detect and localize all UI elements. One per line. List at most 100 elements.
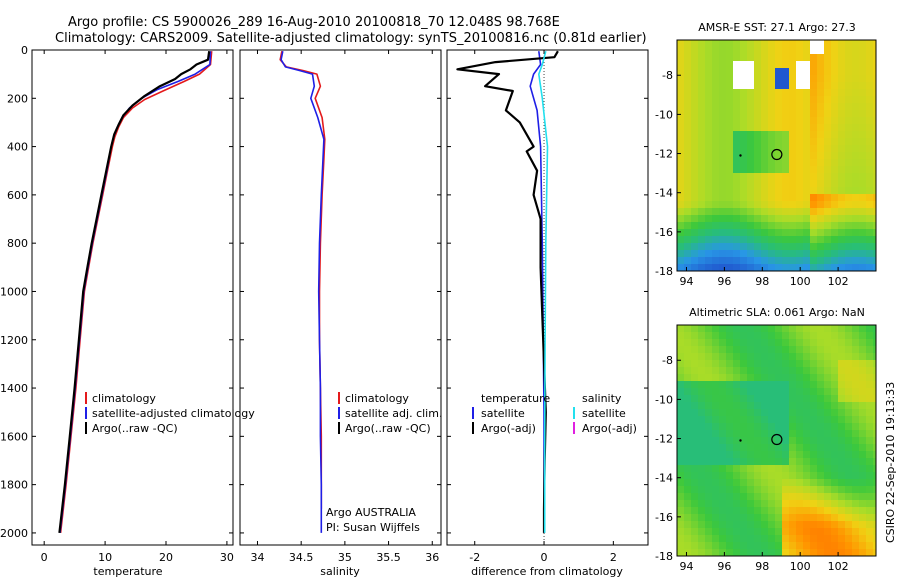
heatmap-cell: [866, 360, 873, 367]
heatmap-cell: [775, 208, 782, 215]
heatmap-cell: [754, 215, 761, 222]
heatmap-cell: [677, 458, 684, 465]
heatmap-cell: [824, 173, 831, 180]
heatmap-cell: [866, 437, 873, 444]
heatmap-cell: [775, 124, 782, 131]
heatmap-cell: [684, 243, 691, 250]
heatmap-cell: [803, 89, 810, 96]
heatmap-cell: [775, 325, 782, 332]
heatmap-cell: [726, 54, 733, 61]
heatmap-cell: [838, 96, 845, 103]
heatmap-cell: [845, 493, 852, 500]
heatmap-cell: [796, 131, 803, 138]
heatmap-cell: [733, 514, 740, 521]
heatmap-cell: [754, 75, 761, 82]
heatmap-cell: [873, 47, 876, 54]
heatmap-cell: [838, 40, 845, 47]
heatmap-cell: [859, 68, 866, 75]
heatmap-cell: [726, 47, 733, 54]
heatmap-cell: [684, 145, 691, 152]
heatmap-cell: [684, 444, 691, 451]
heatmap-cell: [726, 360, 733, 367]
heatmap-cell: [824, 332, 831, 339]
heatmap-cell: [691, 395, 698, 402]
heatmap-cell: [712, 535, 719, 542]
heatmap-cell: [698, 40, 705, 47]
heatmap-cell: [684, 472, 691, 479]
heatmap-cell: [873, 388, 876, 395]
heatmap-cell: [698, 236, 705, 243]
heatmap-cell: [705, 124, 712, 131]
heatmap-cell: [775, 145, 782, 152]
heatmap-cell: [810, 423, 817, 430]
heatmap-cell: [733, 493, 740, 500]
heatmap-cell: [698, 346, 705, 353]
heatmap-cell: [866, 346, 873, 353]
heatmap-cell: [733, 437, 740, 444]
heatmap-cell: [684, 194, 691, 201]
heatmap-cell: [712, 360, 719, 367]
heatmap-cell: [831, 353, 838, 360]
heatmap-cell: [789, 124, 796, 131]
heatmap-cell: [775, 367, 782, 374]
heatmap-cell: [873, 444, 876, 451]
heatmap-cell: [789, 486, 796, 493]
heatmap-cell: [824, 353, 831, 360]
heatmap-cell: [831, 500, 838, 507]
heatmap-cell: [747, 138, 754, 145]
heatmap-cell: [768, 103, 775, 110]
heatmap-cell: [873, 332, 876, 339]
heatmap-cell: [726, 89, 733, 96]
heatmap-cell: [768, 395, 775, 402]
heatmap-cell: [677, 535, 684, 542]
heatmap-cell: [873, 549, 876, 556]
heatmap-cell: [733, 103, 740, 110]
heatmap-cell: [775, 500, 782, 507]
salinity-ticks: 34 34.5 35 35.5 36: [240, 49, 441, 564]
heatmap-cell: [810, 194, 817, 201]
heatmap-cell: [712, 229, 719, 236]
heatmap-cell: [873, 381, 876, 388]
heatmap-cell: [768, 68, 775, 75]
heatmap-cell: [782, 131, 789, 138]
sla-map-ticks: 94 96 98 100 102-8-10-12-14-16-18: [655, 354, 849, 573]
heatmap-cell: [810, 360, 817, 367]
heatmap-cell: [768, 110, 775, 117]
heatmap-cell: [810, 236, 817, 243]
heatmap-cell: [691, 131, 698, 138]
heatmap-cell: [691, 82, 698, 89]
heatmap-cell: [726, 346, 733, 353]
heatmap-cell: [740, 173, 747, 180]
heatmap-cell: [747, 374, 754, 381]
heatmap-cell: [817, 535, 824, 542]
heatmap-cell: [859, 159, 866, 166]
heatmap-cell: [677, 103, 684, 110]
heatmap-cell: [817, 250, 824, 257]
heatmap-cell: [852, 250, 859, 257]
heatmap-cell: [691, 194, 698, 201]
heatmap-cell: [761, 395, 768, 402]
heatmap-cell: [824, 444, 831, 451]
heatmap-cell: [733, 367, 740, 374]
heatmap-cell: [705, 82, 712, 89]
heatmap-cell: [782, 500, 789, 507]
heatmap-cell: [740, 395, 747, 402]
heatmap-cell: [726, 145, 733, 152]
heatmap-cell: [831, 82, 838, 89]
heatmap-cell: [824, 409, 831, 416]
heatmap-cell: [698, 416, 705, 423]
heatmap-cell: [796, 68, 803, 75]
heatmap-cell: [768, 208, 775, 215]
heatmap-cell: [852, 152, 859, 159]
heatmap-cell: [831, 325, 838, 332]
heatmap-cell: [747, 325, 754, 332]
heatmap-cell: [726, 61, 733, 68]
heatmap-cell: [852, 208, 859, 215]
heatmap-cell: [775, 229, 782, 236]
heatmap-cell: [796, 201, 803, 208]
heatmap-cell: [866, 201, 873, 208]
heatmap-cell: [845, 61, 852, 68]
heatmap-cell: [789, 423, 796, 430]
heatmap-cell: [789, 103, 796, 110]
heatmap-cell: [719, 152, 726, 159]
